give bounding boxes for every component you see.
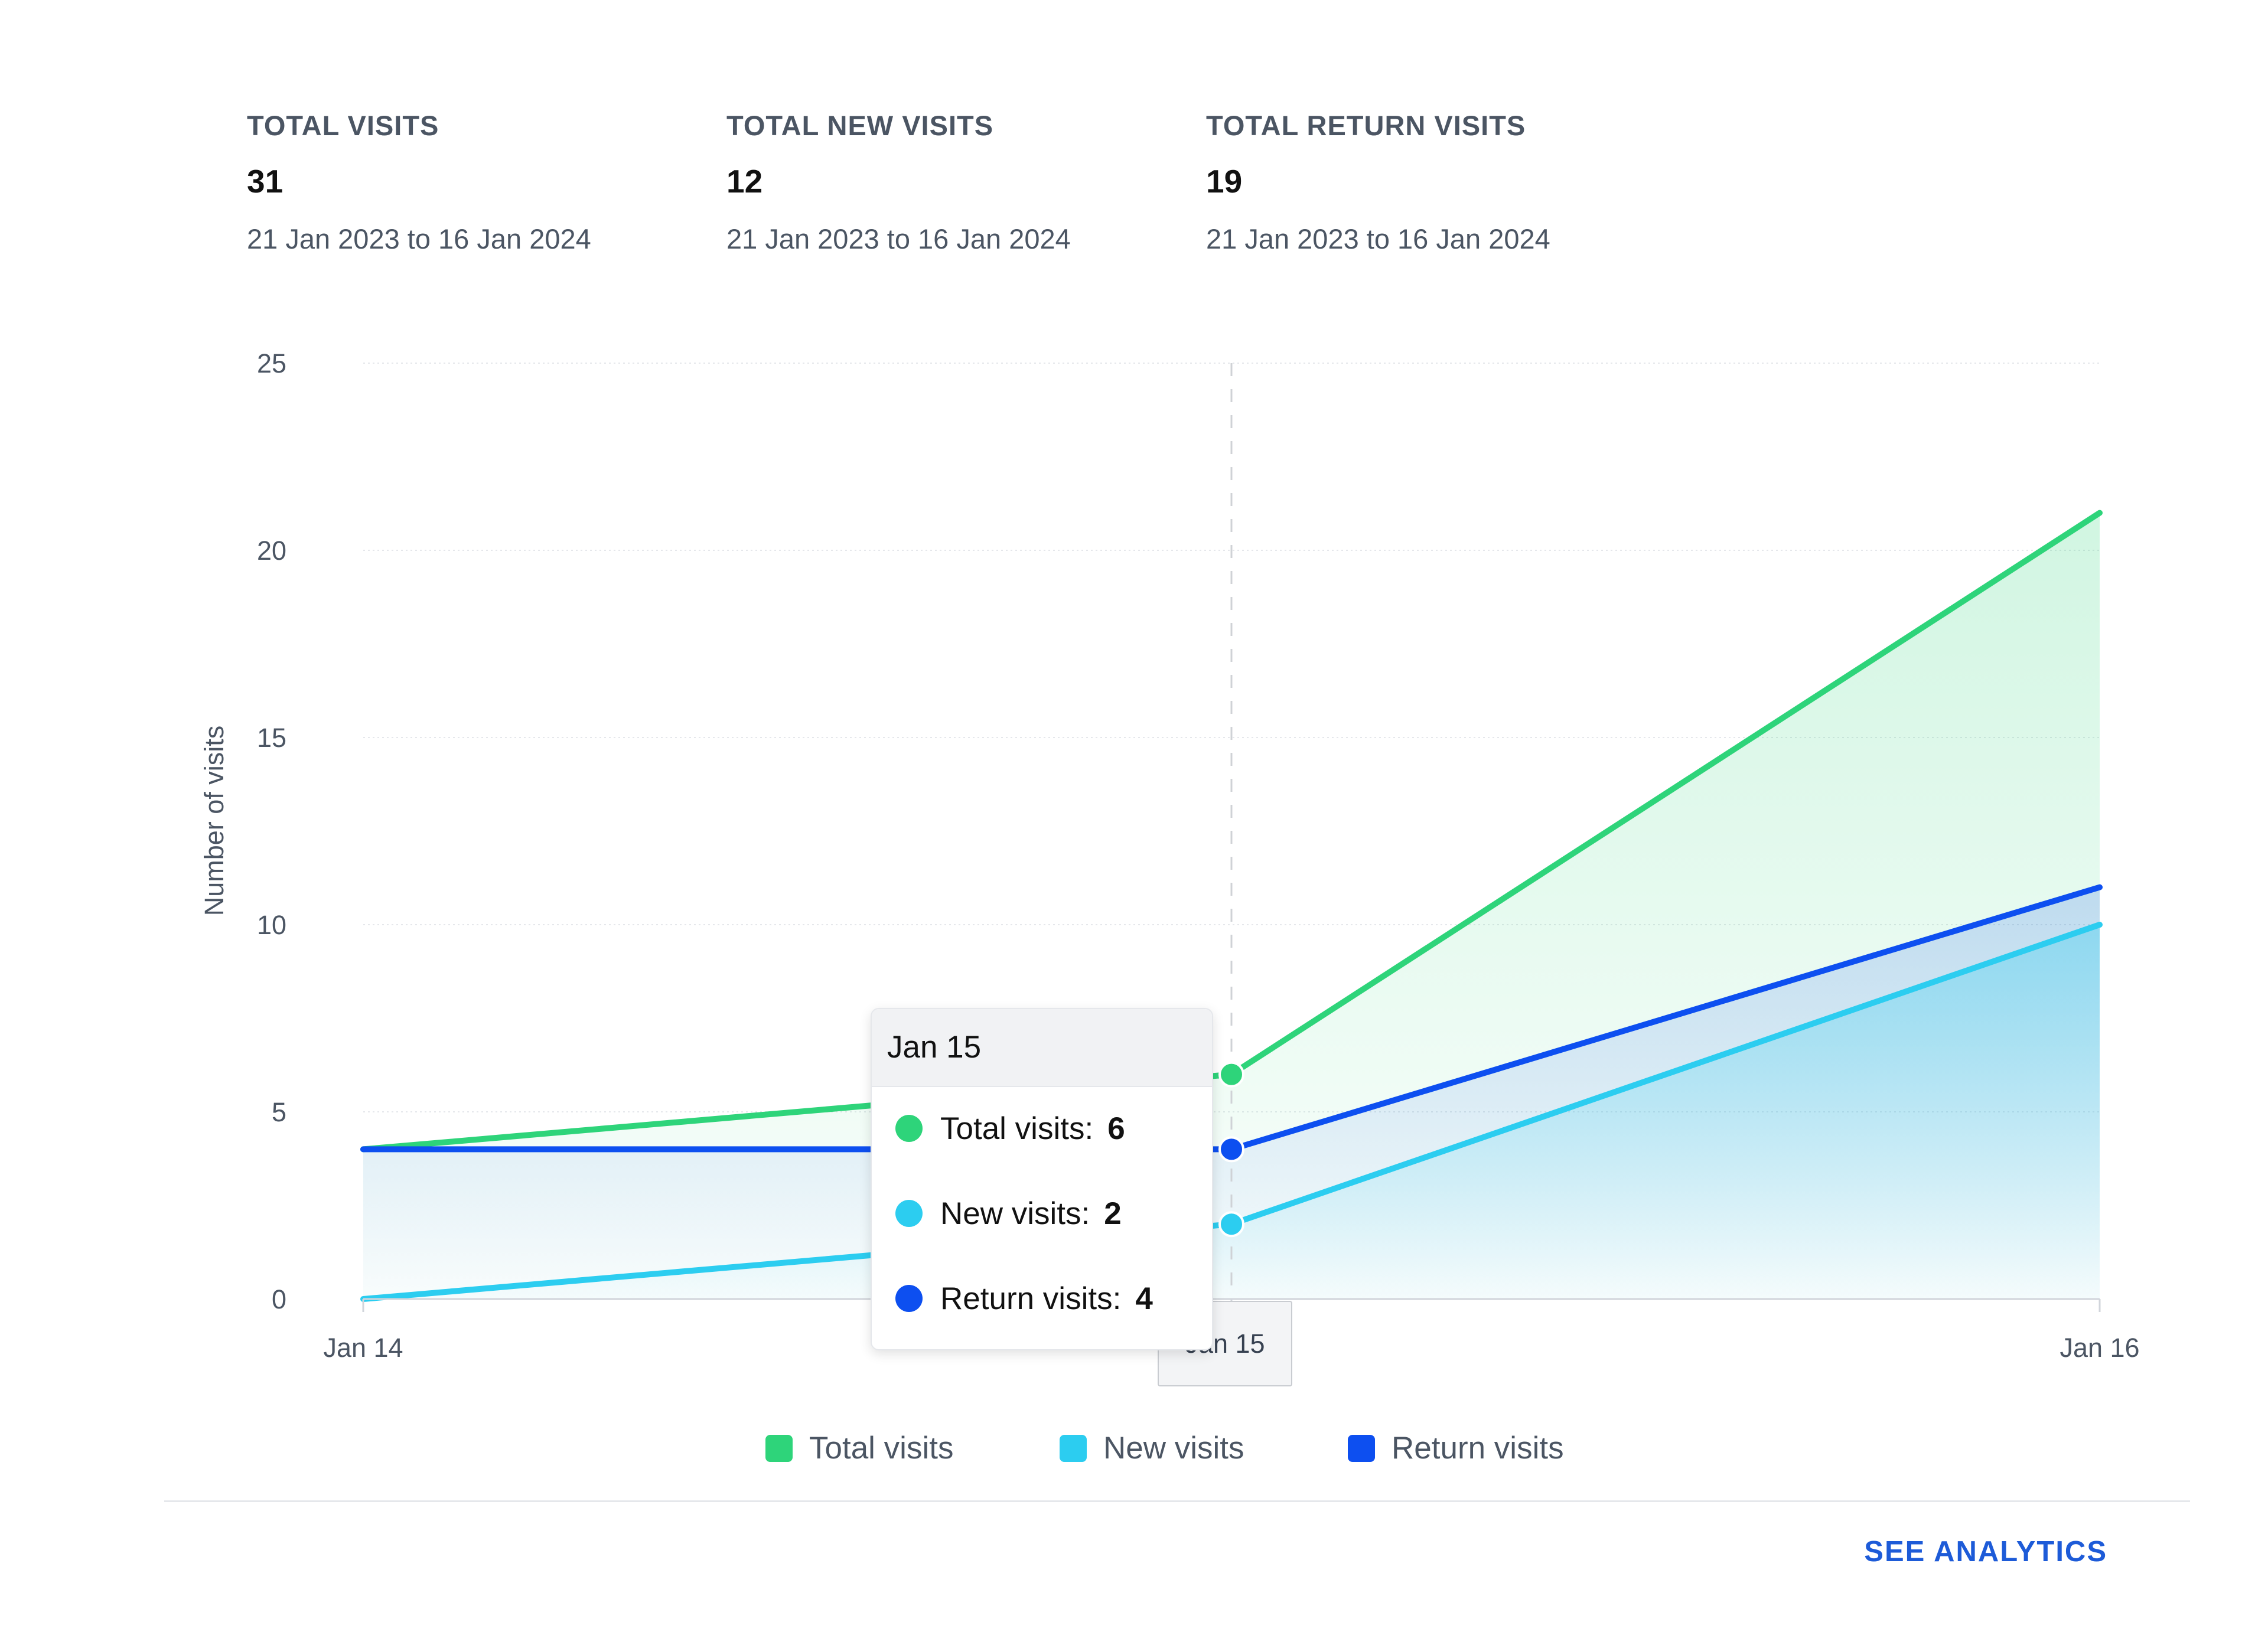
tooltip-dot-icon — [895, 1115, 923, 1142]
stat-label: TOTAL NEW VISITS — [726, 110, 994, 141]
legend-item[interactable]: Total visits — [765, 1431, 953, 1466]
data-point — [1218, 1211, 1244, 1238]
legend-swatch-icon — [1060, 1435, 1087, 1462]
tooltip-label: Total visits: — [940, 1111, 1094, 1146]
data-point — [1218, 1136, 1244, 1163]
see-analytics-link[interactable]: SEE ANALYTICS — [1864, 1536, 2107, 1568]
tooltip-row-return: Return visits: 4 — [895, 1281, 1153, 1317]
y-tick-label: 25 — [257, 348, 286, 378]
y-tick-label: 20 — [257, 536, 286, 566]
tooltip-value: 2 — [1104, 1196, 1122, 1231]
x-tick-label: Jan 14 — [323, 1333, 403, 1363]
legend-item[interactable]: New visits — [1060, 1431, 1244, 1466]
legend-label: Total visits — [809, 1431, 953, 1466]
stat-range: 21 Jan 2023 to 16 Jan 2024 — [1206, 223, 1550, 254]
stat-value: 12 — [726, 163, 763, 200]
tooltip-row-new: New visits: 2 — [895, 1196, 1122, 1232]
data-point — [1218, 1061, 1244, 1088]
series-area — [363, 925, 2100, 1299]
legend-item[interactable]: Return visits — [1348, 1431, 1564, 1466]
legend-swatch-icon — [1348, 1435, 1375, 1462]
hover-points — [1218, 1061, 1244, 1238]
tooltip-title: Jan 15 — [872, 1009, 1212, 1087]
y-tick-label: 5 — [272, 1097, 286, 1127]
y-tick-label: 0 — [272, 1284, 286, 1314]
chart-tooltip: Jan 15 Total visits: 6 New visits: 2 Retur… — [871, 1008, 1213, 1350]
stat-range: 21 Jan 2023 to 16 Jan 2024 — [726, 223, 1071, 254]
tooltip-row-total: Total visits: 6 — [895, 1111, 1125, 1147]
stat-range: 21 Jan 2023 to 16 Jan 2024 — [247, 223, 591, 254]
legend[interactable]: Total visits New visits Return visits — [765, 1431, 1564, 1466]
tooltip-value: 6 — [1107, 1111, 1125, 1146]
stat-label: TOTAL RETURN VISITS — [1206, 110, 1526, 141]
y-tick-label: 15 — [257, 723, 286, 753]
tooltip-dot-icon — [895, 1285, 923, 1312]
divider — [164, 1500, 2190, 1502]
y-tick-label: 10 — [257, 910, 286, 940]
stat-new-visits: TOTAL NEW VISITS 12 21 Jan 2023 to 16 Ja… — [726, 109, 1071, 255]
y-axis-title: Number of visits — [199, 726, 229, 916]
legend-label: Return visits — [1392, 1431, 1564, 1466]
tooltip-value: 4 — [1135, 1281, 1153, 1316]
stat-value: 31 — [247, 163, 284, 200]
stat-label: TOTAL VISITS — [247, 110, 439, 141]
legend-swatch-icon — [765, 1435, 793, 1462]
tooltip-label: New visits: — [940, 1196, 1090, 1231]
stat-total-visits: TOTAL VISITS 31 21 Jan 2023 to 16 Jan 20… — [247, 109, 591, 255]
tooltip-label: Return visits: — [940, 1281, 1122, 1316]
x-tick-label: Jan 16 — [2060, 1333, 2139, 1363]
tooltip-dot-icon — [895, 1200, 923, 1227]
series-areas — [363, 513, 2100, 1299]
stat-return-visits: TOTAL RETURN VISITS 19 21 Jan 2023 to 16… — [1206, 109, 1550, 255]
stat-value: 19 — [1206, 163, 1243, 200]
legend-label: New visits — [1103, 1431, 1244, 1466]
